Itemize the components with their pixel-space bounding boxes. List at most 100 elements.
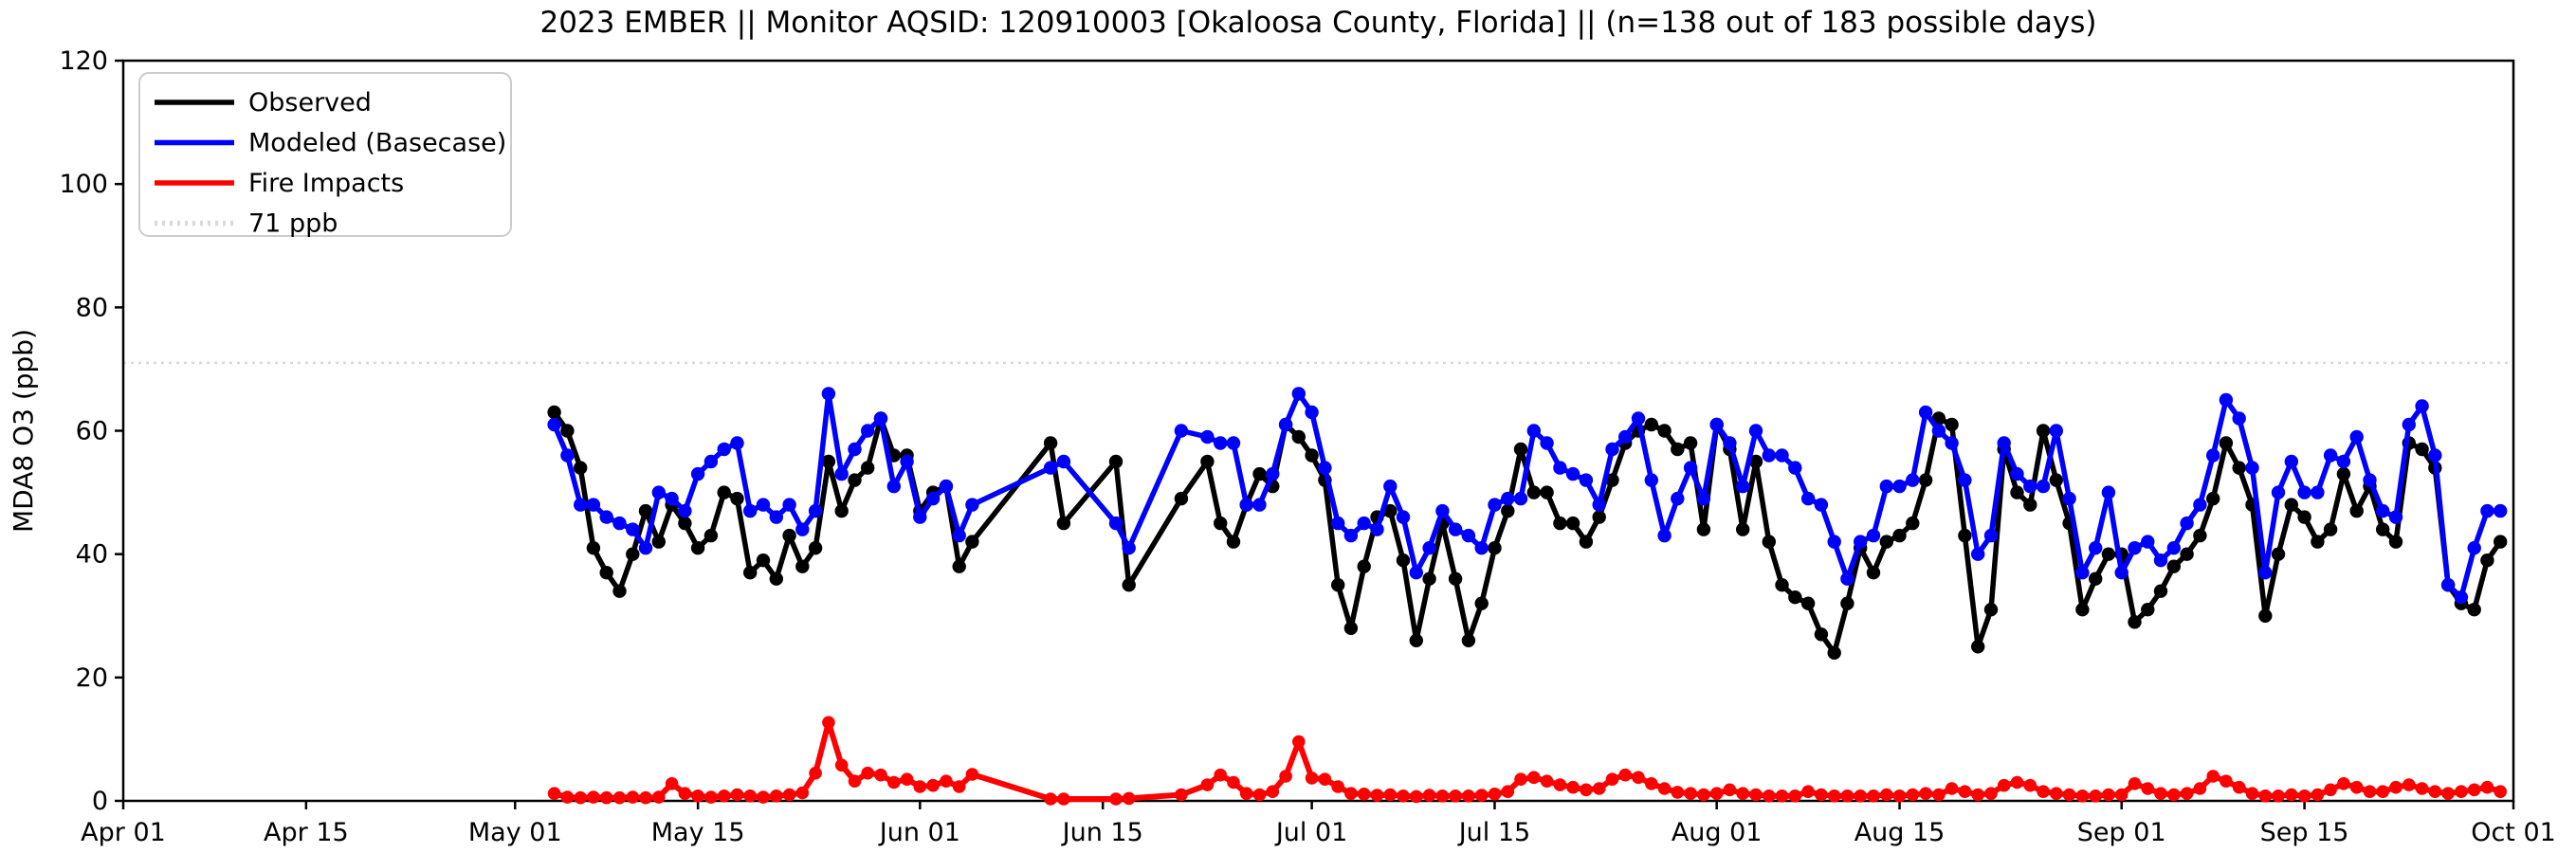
y-tick-label: 0 bbox=[92, 787, 108, 816]
series-modeled-point bbox=[873, 411, 888, 426]
series-modeled-point bbox=[1540, 436, 1554, 450]
series-modeled-point bbox=[900, 454, 914, 469]
series-fire-impacts-point bbox=[1749, 788, 1763, 802]
y-tick-label: 60 bbox=[76, 417, 108, 446]
series-modeled-point bbox=[2388, 510, 2403, 524]
series-fire-impacts-point bbox=[1252, 788, 1267, 802]
series-fire-impacts-point bbox=[1566, 780, 1580, 794]
series-fire-impacts-point bbox=[2494, 785, 2507, 798]
series-observed-point bbox=[638, 503, 653, 518]
series-observed-point bbox=[1526, 485, 1542, 499]
series-observed-point bbox=[1056, 516, 1071, 531]
series-modeled-point bbox=[743, 503, 758, 518]
series-fire-impacts-point bbox=[2141, 782, 2155, 795]
series-fire-impacts-point bbox=[887, 775, 901, 789]
series-observed-point bbox=[1748, 454, 1763, 469]
series-fire-impacts-point bbox=[1462, 789, 1475, 803]
series-modeled-point bbox=[1958, 473, 1972, 487]
x-tick-label: Apr 15 bbox=[264, 818, 349, 847]
y-tick-label: 120 bbox=[59, 46, 108, 76]
series-fire-impacts-point bbox=[1553, 778, 1567, 791]
series-fire-impacts-point bbox=[730, 788, 744, 802]
x-tick-label: Apr 01 bbox=[81, 818, 166, 847]
series-observed-point bbox=[1918, 473, 1933, 487]
series-fire-impacts-point bbox=[795, 786, 810, 800]
series-modeled-point bbox=[1696, 491, 1711, 506]
series-observed-point bbox=[703, 528, 719, 543]
series-modeled-point bbox=[612, 516, 627, 531]
series-modeled-point bbox=[782, 498, 796, 512]
series-fire-impacts-point bbox=[1266, 785, 1280, 798]
series-fire-impacts-point bbox=[2389, 780, 2402, 794]
series-observed-point bbox=[2388, 535, 2403, 549]
series-observed-point bbox=[965, 535, 979, 549]
series-modeled-point bbox=[1239, 498, 1253, 512]
x-tick-label: Jun 15 bbox=[1061, 818, 1143, 847]
series-observed-point bbox=[2075, 603, 2090, 617]
series-modeled-point bbox=[1108, 516, 1124, 531]
series-fire-impacts-point bbox=[1239, 787, 1253, 800]
y-axis: 0 20 40 60 80 100 120 bbox=[59, 46, 123, 816]
legend-box bbox=[138, 72, 512, 237]
series-observed-point bbox=[1866, 566, 1881, 580]
series-observed-point bbox=[574, 461, 588, 475]
series-modeled-point bbox=[2036, 479, 2051, 494]
series-modeled-point bbox=[1788, 461, 1802, 475]
series-modeled-point bbox=[834, 466, 849, 481]
series-modeled-point bbox=[2271, 485, 2286, 499]
series-observed-point bbox=[2049, 473, 2063, 487]
series-observed-point bbox=[2153, 584, 2168, 598]
series-observed-point bbox=[1396, 554, 1411, 568]
series-fire-impacts-point bbox=[782, 788, 796, 802]
series-fire-impacts-point bbox=[1109, 792, 1123, 806]
series-fire-impacts-point bbox=[2311, 788, 2325, 802]
series-observed-point bbox=[1448, 572, 1463, 586]
series-modeled-point bbox=[1422, 541, 1436, 555]
series-fire-impacts-point bbox=[678, 787, 692, 800]
series-observed-point bbox=[2284, 498, 2298, 512]
series-fire-impacts-point bbox=[2102, 788, 2115, 802]
series-modeled-point bbox=[1644, 473, 1659, 487]
series-modeled-point bbox=[1357, 516, 1371, 531]
series-observed-point bbox=[1565, 516, 1580, 531]
series-fire-impacts-point bbox=[2324, 783, 2337, 797]
y-tick-label: 40 bbox=[76, 540, 108, 570]
series-modeled-point bbox=[1892, 479, 1907, 494]
series-modeled-point bbox=[2454, 590, 2469, 605]
series-observed-point bbox=[1357, 559, 1371, 573]
series-fire-impacts-point bbox=[2062, 788, 2076, 802]
series-modeled-point bbox=[1226, 436, 1241, 450]
series-observed-point bbox=[1736, 522, 1750, 536]
series-fire-impacts-point bbox=[1605, 772, 1619, 786]
series-fire-impacts-point bbox=[2050, 787, 2063, 800]
series-fire-impacts-point bbox=[2363, 785, 2377, 798]
series-modeled-point bbox=[626, 522, 640, 536]
series-fire-impacts-point bbox=[1657, 782, 1672, 795]
series-modeled-point bbox=[2363, 473, 2377, 487]
series-observed-point bbox=[1553, 516, 1567, 531]
series-fire-impacts-point bbox=[1632, 771, 1645, 785]
series-observed-point bbox=[1775, 578, 1789, 592]
series-modeled-point bbox=[678, 503, 692, 518]
series-modeled-point bbox=[2089, 541, 2103, 555]
series-observed-point bbox=[1827, 645, 1841, 660]
series-fire-impacts-point bbox=[1397, 789, 1410, 803]
series-fire-impacts-point bbox=[1645, 777, 1658, 790]
series-fire-impacts-point bbox=[1997, 778, 2011, 792]
series-observed-point bbox=[2271, 547, 2286, 561]
series-modeled-point bbox=[1174, 424, 1189, 438]
series-modeled-point bbox=[952, 528, 966, 543]
series-fire-impacts-point bbox=[2415, 782, 2429, 795]
series-fire-impacts-point bbox=[639, 790, 652, 805]
series-modeled-point bbox=[1971, 547, 1985, 561]
series-observed-point bbox=[678, 516, 692, 531]
series-observed-point bbox=[2036, 424, 2051, 438]
series-fire-impacts-point bbox=[665, 777, 679, 790]
series-observed-point bbox=[1461, 633, 1476, 647]
series-observed-point bbox=[2089, 572, 2103, 586]
series-fire-impacts-point bbox=[1906, 788, 1920, 802]
series-fire-impacts-point bbox=[1474, 789, 1489, 802]
series-fire-impacts-point bbox=[1984, 787, 1998, 800]
series-modeled-point bbox=[651, 485, 666, 499]
series-fire-impacts-point bbox=[1449, 789, 1462, 803]
